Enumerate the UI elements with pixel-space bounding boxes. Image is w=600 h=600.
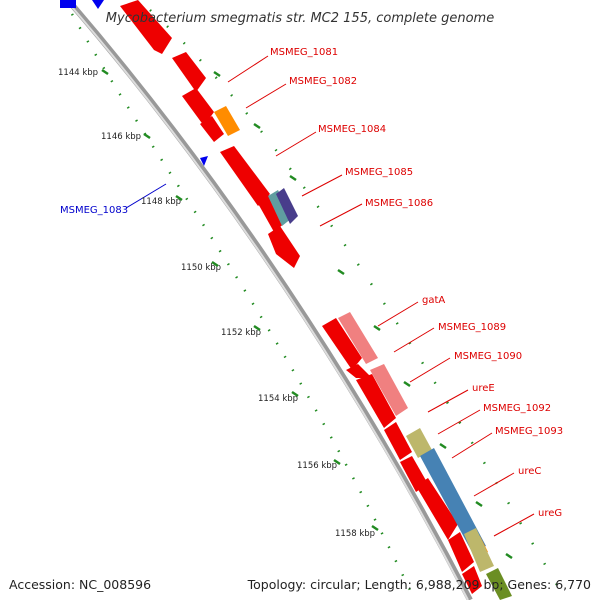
topology-text: Topology: circular; Length: 6,988,209 bp… [247, 577, 591, 592]
reverse-gene-top-2 [92, 0, 104, 9]
ruler-tick-labels: 1144 kbp 1146 kbp 1148 kbp 1150 kbp 1152… [58, 68, 375, 539]
outer-tick-marks [213, 70, 513, 560]
ruler-dotted-arc [70, 13, 412, 591]
gene-bottom-olive [486, 568, 512, 600]
tick-label-1150: 1150 kbp [181, 263, 221, 273]
gene-label-MSMEG_1081: MSMEG_1081 [270, 47, 338, 58]
accession-text: Accession: NC_008596 [9, 577, 152, 592]
outer-dotted-arc [149, 9, 562, 591]
gene-label-MSMEG_1084: MSMEG_1084 [318, 124, 386, 135]
gene-ureC-blue [420, 448, 486, 552]
gene-MSMEG_1085-steel [268, 190, 292, 226]
tick-label-1152: 1152 kbp [221, 328, 261, 338]
gene-label-MSMEG_1083: MSMEG_1083 [60, 205, 128, 216]
gene-label-ureC: ureC [518, 466, 541, 477]
gene-label-MSMEG_1092: MSMEG_1092 [483, 403, 551, 414]
tick-label-1144: 1144 kbp [58, 68, 98, 78]
gene-label-MSMEG_1086: MSMEG_1086 [365, 198, 433, 209]
gene-labels: MSMEG_1081 MSMEG_1082 MSMEG_1084 MSMEG_1… [60, 47, 563, 519]
gene-ure-khaki-2 [464, 528, 494, 572]
tick-label-1148: 1148 kbp [141, 197, 181, 207]
gene-label-MSMEG_1082: MSMEG_1082 [289, 76, 357, 87]
tick-label-1156: 1156 kbp [297, 461, 337, 471]
tick-label-1154: 1154 kbp [258, 394, 298, 404]
gene-ureE-khaki [406, 428, 432, 458]
gene-gatA-track [338, 312, 378, 364]
backbone-circle [65, 0, 473, 600]
gene-MSMEG_1090-track [370, 364, 408, 416]
tick-label-1146: 1146 kbp [101, 132, 141, 142]
gene-MSMEG_1082-orange [214, 106, 240, 136]
gene-label-MSMEG_1093: MSMEG_1093 [495, 426, 563, 437]
reverse-gene-MSMEG_1083 [200, 156, 208, 166]
gene-MSMEG_1085-purple [276, 188, 298, 224]
gene-label-gatA: gatA [422, 295, 445, 306]
backbone-highlight [65, 0, 469, 600]
gene-label-MSMEG_1089: MSMEG_1089 [438, 322, 506, 333]
map-title: Mycobacterium smegmatis str. MC2 155, co… [106, 11, 494, 26]
ruler-tick-marks [101, 68, 379, 532]
forward-cds-track [120, 0, 482, 594]
tick-label-1158: 1158 kbp [335, 529, 375, 539]
gene-label-MSMEG_1085: MSMEG_1085 [345, 167, 413, 178]
gene-label-ureE: ureE [472, 383, 495, 394]
gene-label-ureG: ureG [538, 508, 562, 519]
leader-lines [125, 55, 535, 537]
reverse-gene-top-1 [60, 0, 76, 8]
gene-label-MSMEG_1090: MSMEG_1090 [454, 351, 522, 362]
